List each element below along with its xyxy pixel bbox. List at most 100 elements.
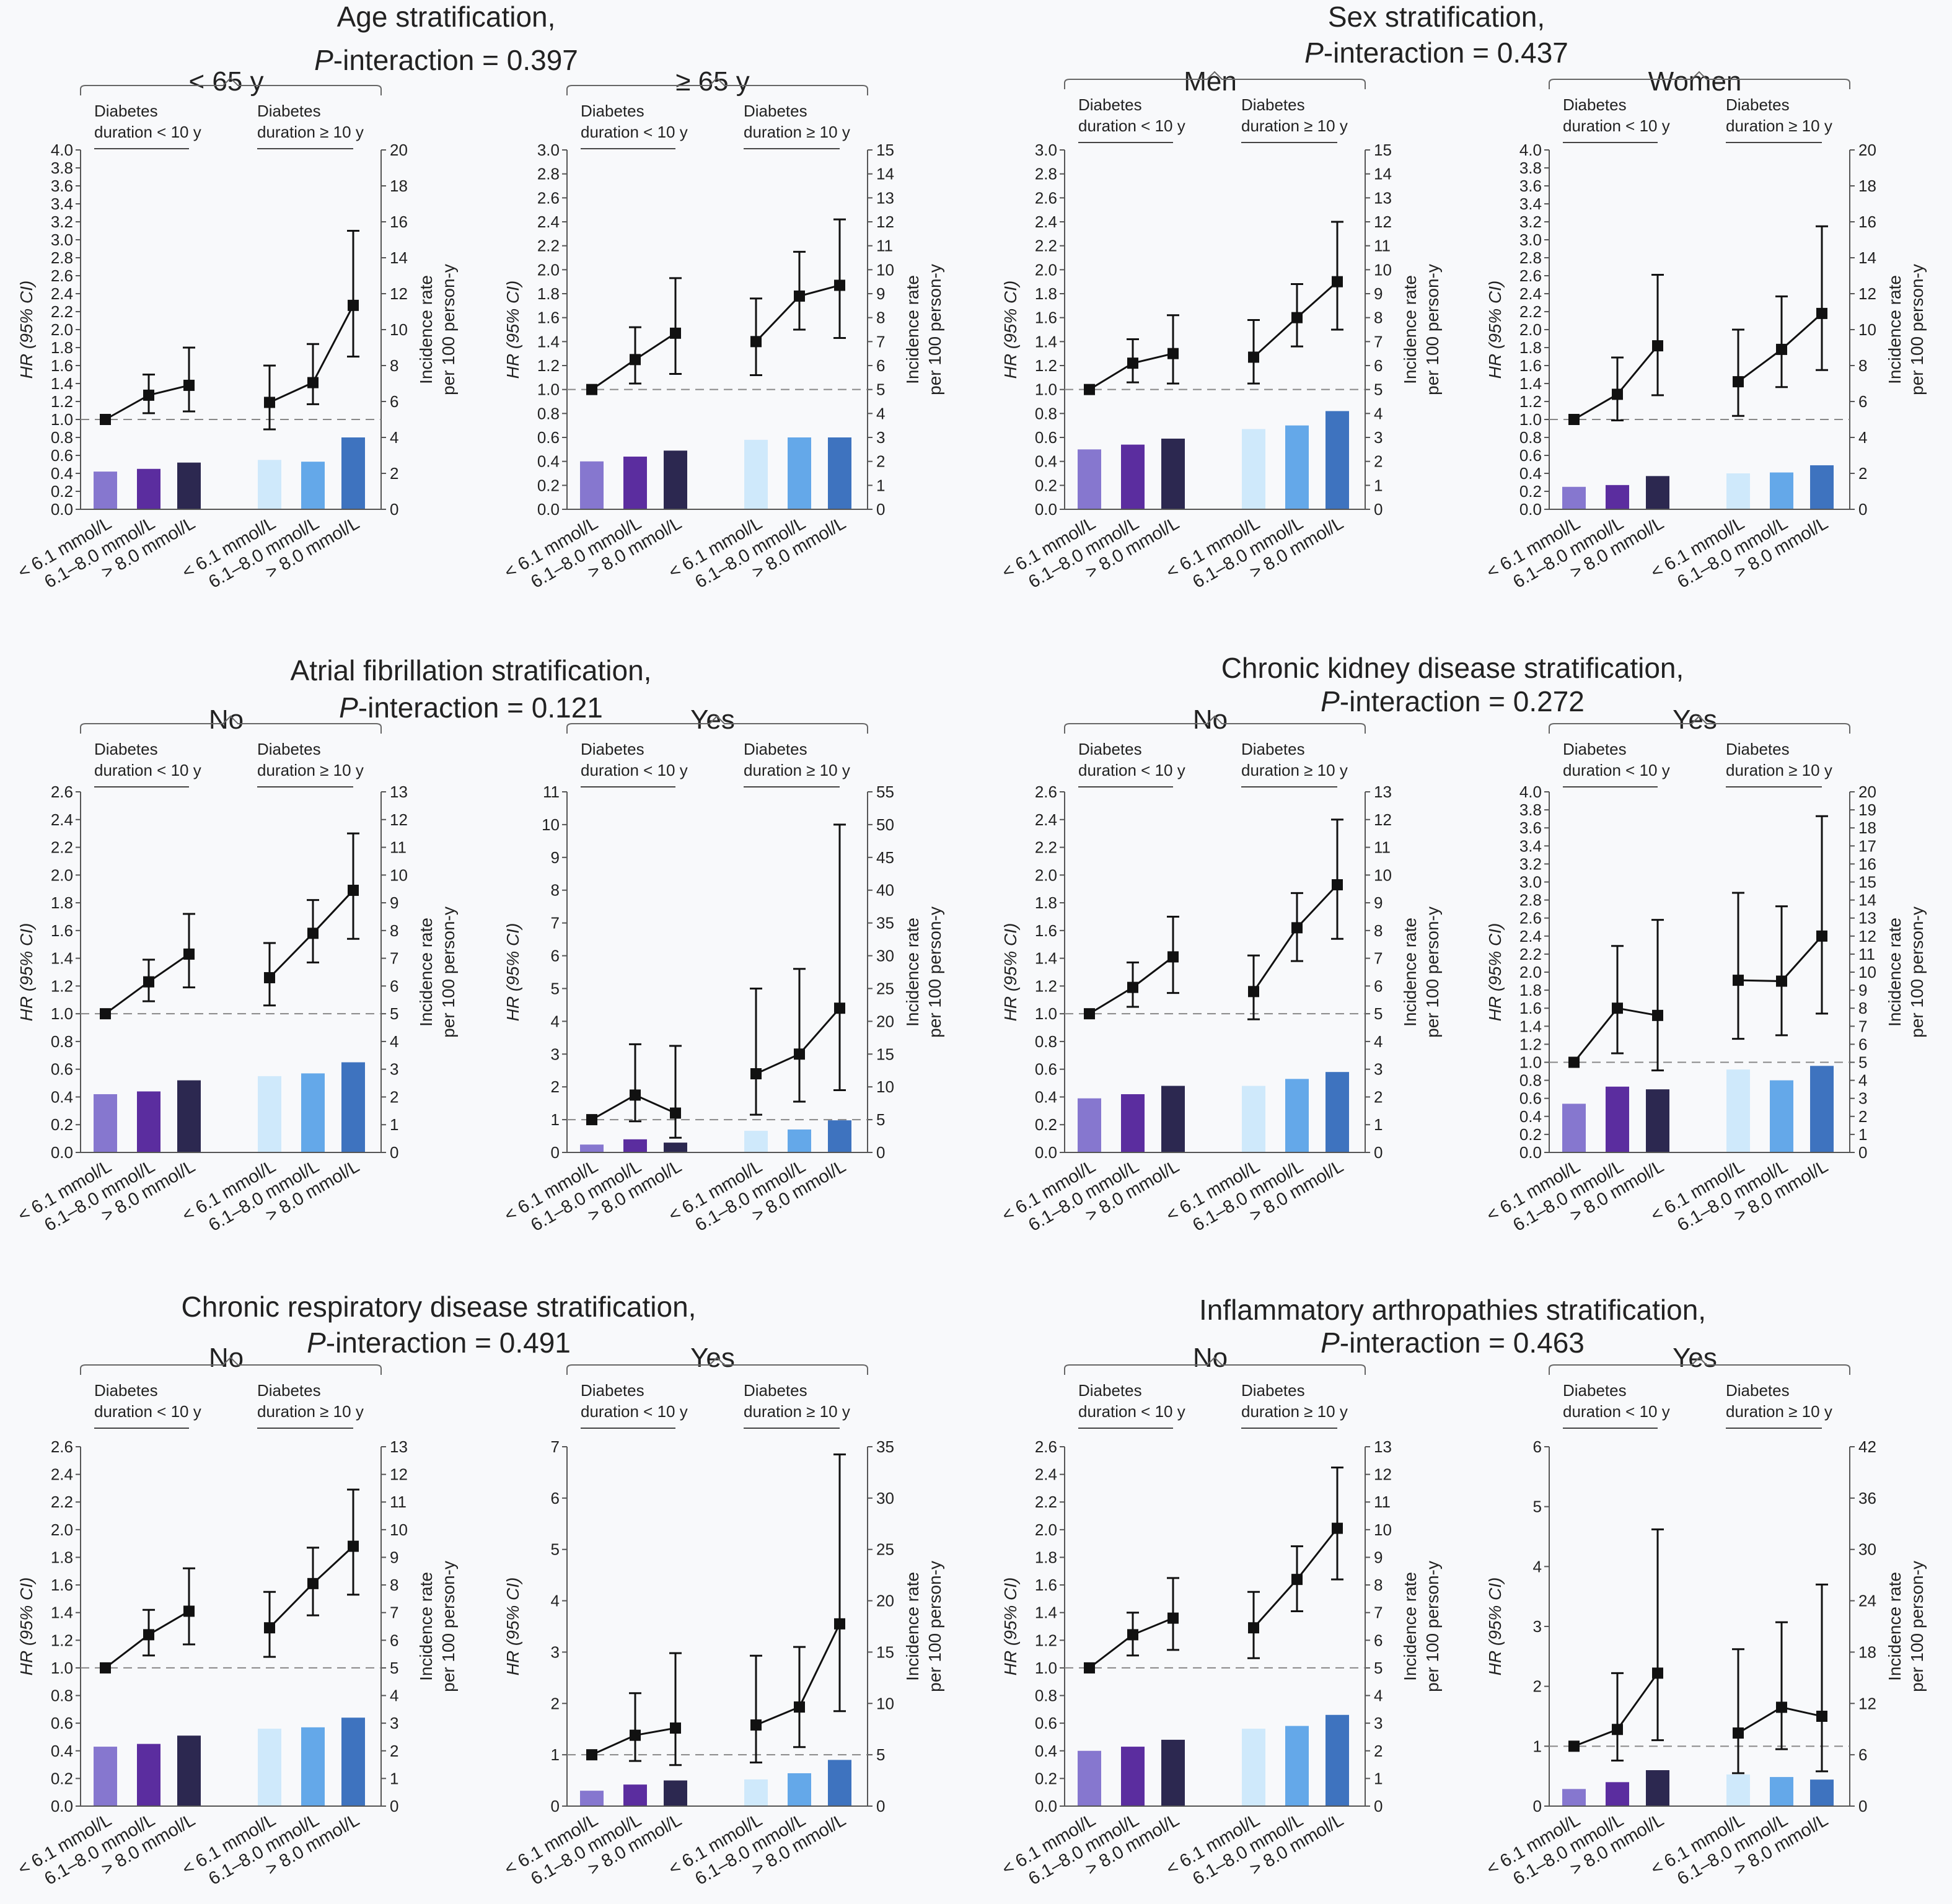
hr-tick-label: 2.6 — [51, 1437, 73, 1456]
ir-tick-label: 5 — [390, 1659, 398, 1677]
ir-tick-label: 20 — [1858, 141, 1876, 159]
hr-point — [1652, 340, 1663, 352]
hr-tick-label: 8 — [551, 881, 560, 900]
panel-age-title: Age stratification, P-interaction = 0.39… — [314, 1, 578, 76]
incidence-bar — [788, 1773, 811, 1806]
ir-tick-label: 13 — [1374, 1437, 1392, 1456]
ir-tick-label: 4 — [1374, 1032, 1383, 1051]
hr-tick-label: 0.4 — [1519, 1107, 1542, 1126]
ir-tick-label: 1 — [1374, 1115, 1383, 1134]
subgroup-label: < 65 y — [188, 66, 263, 97]
incidence-bar — [1161, 1086, 1185, 1152]
subplot: Yes Diabetes duration < 10 y Diabetes durati… — [501, 704, 944, 1235]
hr-tick-label: 0.4 — [1035, 1087, 1057, 1106]
group-short-label-line1: Diabetes — [1563, 1381, 1627, 1400]
ir-tick-label: 0 — [1858, 1143, 1867, 1162]
ir-tick-label: 9 — [390, 893, 398, 912]
ir-axis-title-line1: Incidence rate — [903, 275, 922, 384]
hr-tick-label: 3.4 — [1519, 195, 1542, 213]
group-short-label-line1: Diabetes — [1078, 95, 1142, 114]
group-short-label-line1: Diabetes — [1078, 740, 1142, 758]
hr-tick-label: 0.6 — [1035, 1060, 1057, 1079]
hr-point — [264, 1622, 275, 1634]
hr-line — [1738, 935, 1823, 983]
hr-tick-label: 0.0 — [1519, 500, 1542, 519]
ir-tick-label: 10 — [876, 1694, 894, 1713]
ir-tick-label: 11 — [1374, 237, 1391, 255]
hr-point — [143, 1629, 154, 1641]
ir-tick-label: 13 — [876, 188, 894, 207]
panel-title-line1: Chronic kidney disease stratification, — [1221, 652, 1684, 684]
incidence-bar — [828, 437, 851, 509]
ir-tick-label: 18 — [1858, 818, 1876, 837]
incidence-bar — [1285, 1079, 1309, 1152]
hr-point — [307, 1577, 319, 1589]
hr-tick-label: 3.0 — [1519, 873, 1542, 892]
incidence-bar — [1770, 472, 1793, 509]
ir-tick-label: 13 — [390, 1437, 408, 1456]
hr-tick-label: 1.0 — [1035, 380, 1057, 399]
hr-tick-label: 2.2 — [1035, 237, 1057, 255]
incidence-bar — [664, 1780, 687, 1806]
ir-tick-label: 13 — [1374, 783, 1392, 801]
hr-tick-label: 2.2 — [51, 302, 73, 321]
subplot: No Diabetes duration < 10 y Diabetes duratio… — [15, 1343, 458, 1889]
ir-tick-label: 36 — [1858, 1489, 1876, 1507]
ir-axis-title-line1: Incidence rate — [1885, 1572, 1904, 1681]
ir-tick-label: 30 — [876, 947, 894, 965]
incidence-bar — [1726, 1069, 1750, 1152]
incidence-bar — [1161, 438, 1185, 509]
subgroup-brace — [1549, 715, 1850, 734]
subgroup-brace — [566, 715, 868, 734]
subplot: Yes Diabetes duration < 10 y Diabetes durati… — [1484, 704, 1927, 1235]
subplot: < 65 y Diabetes duration < 10 y Diabetes dur… — [15, 66, 458, 592]
hr-point — [1816, 1711, 1827, 1722]
incidence-bar — [580, 1144, 604, 1152]
group-short-label-line2: duration < 10 y — [94, 1402, 201, 1421]
hr-tick-label: 0.4 — [51, 1087, 73, 1106]
group-long-label-line1: Diabetes — [257, 102, 321, 120]
hr-tick-label: 0.4 — [1519, 464, 1542, 483]
ir-axis-title-line1: Incidence rate — [416, 918, 436, 1027]
incidence-bar — [341, 1718, 365, 1806]
subplot: Yes Diabetes duration < 10 y Diabetes durati… — [501, 1343, 944, 1889]
incidence-bar — [1810, 1066, 1834, 1152]
subgroup-brace — [566, 1356, 868, 1375]
ir-tick-label: 12 — [1374, 810, 1392, 829]
ir-tick-label: 5 — [1858, 1053, 1867, 1072]
hr-point — [143, 389, 154, 401]
hr-tick-label: 0.2 — [1519, 482, 1542, 501]
hr-tick-label: 2.2 — [1519, 945, 1542, 963]
hr-point — [1248, 351, 1259, 363]
hr-tick-label: 11 — [543, 783, 560, 801]
hr-tick-label: 1.0 — [1035, 1004, 1057, 1023]
group-short-label-line2: duration < 10 y — [1078, 761, 1185, 779]
incidence-bar — [301, 462, 325, 509]
hr-tick-label: 1 — [1533, 1737, 1542, 1755]
subgroup-brace — [1064, 1356, 1366, 1375]
hr-tick-label: 4.0 — [1519, 783, 1542, 801]
hr-point — [1733, 376, 1744, 388]
hr-point — [100, 414, 111, 425]
ir-tick-label: 16 — [1858, 854, 1876, 873]
ir-axis-title-line2: per 100 person-y — [1423, 1561, 1442, 1692]
subplot: Yes Diabetes duration < 10 y Diabetes durati… — [1484, 1343, 1927, 1889]
incidence-bar — [177, 1735, 201, 1806]
ir-tick-label: 3 — [1858, 1089, 1867, 1108]
group-long-label-line1: Diabetes — [1726, 740, 1790, 758]
ir-tick-label: 16 — [1858, 213, 1876, 231]
hr-tick-label: 2.8 — [1519, 891, 1542, 910]
hr-point — [794, 1048, 805, 1060]
ir-tick-label: 2 — [1858, 464, 1867, 483]
ir-axis-title-line2: per 100 person-y — [439, 906, 458, 1038]
hr-tick-label: 0.2 — [1035, 476, 1057, 494]
incidence-bar — [1326, 1714, 1349, 1806]
hr-tick-label: 3.0 — [51, 230, 73, 249]
hr-axis-title: HR (95% CI) — [1001, 281, 1020, 379]
hr-point — [1167, 348, 1179, 359]
hr-tick-label: 10 — [542, 815, 560, 834]
hr-point — [1167, 951, 1179, 963]
ir-tick-label: 12 — [1374, 213, 1392, 231]
hr-line — [1573, 1672, 1659, 1747]
ir-tick-label: 9 — [1374, 893, 1383, 912]
